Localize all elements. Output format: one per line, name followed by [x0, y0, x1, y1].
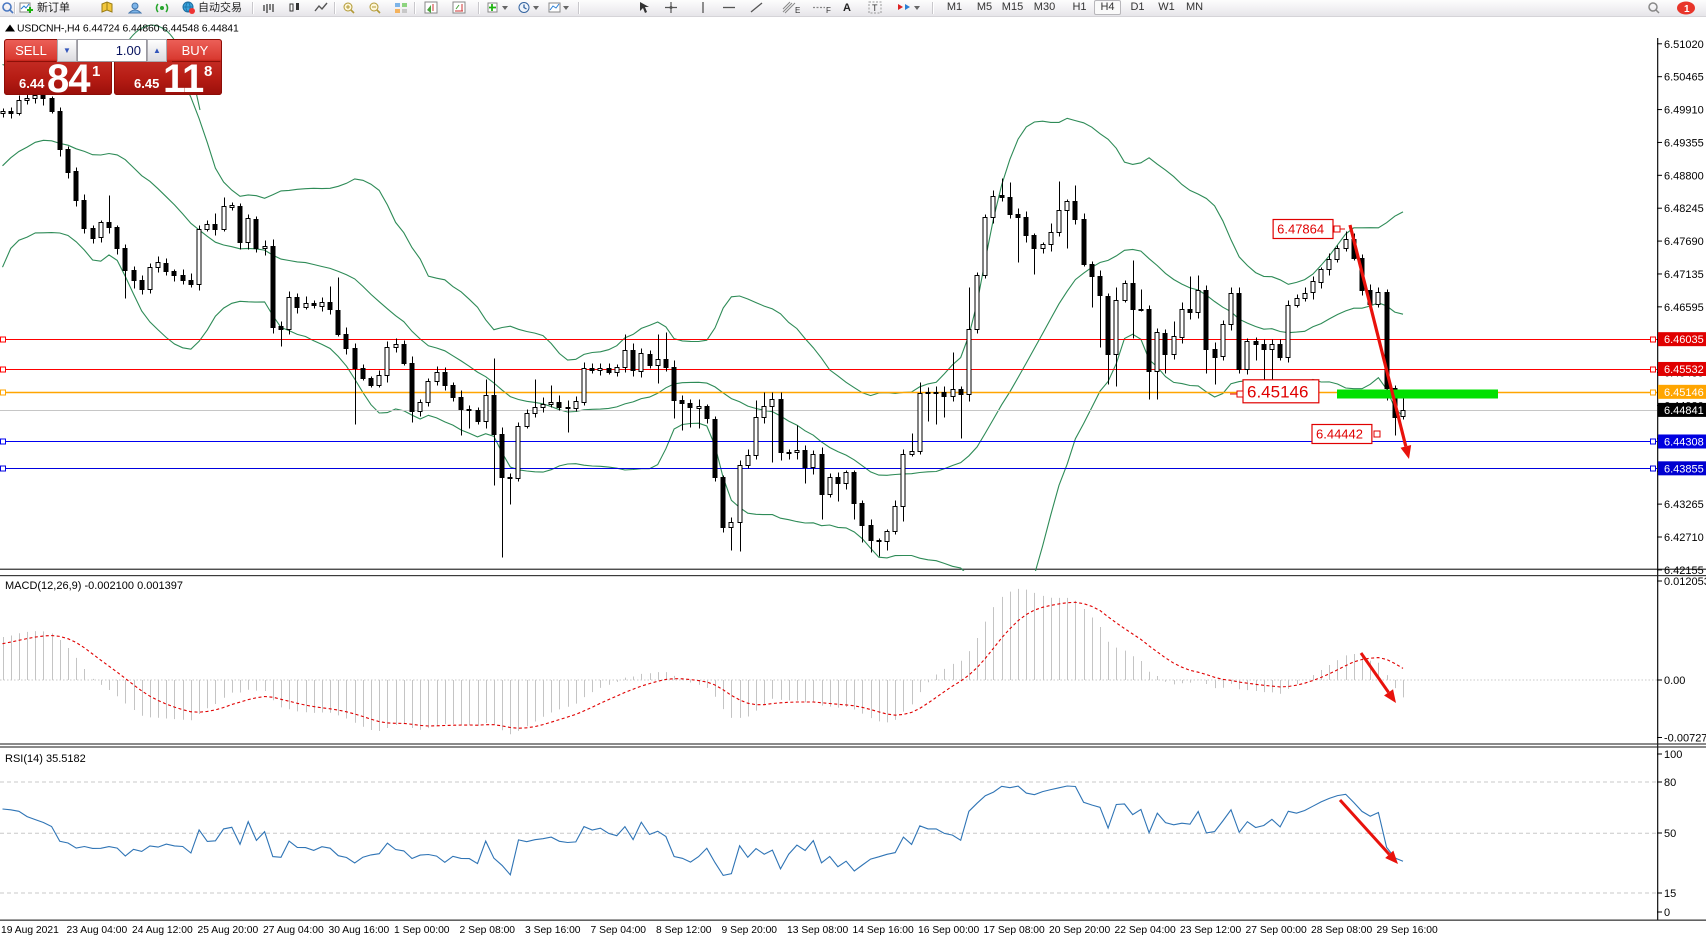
svg-text:USDCNH-,H4 6.44724 6.44860 6.: USDCNH-,H4 6.44724 6.44860 6.44548 6.448… [17, 24, 239, 35]
svg-text:23 Aug 04:00: 23 Aug 04:00 [67, 925, 128, 936]
svg-text:6.46595: 6.46595 [1664, 302, 1704, 314]
svg-text:13 Sep 08:00: 13 Sep 08:00 [787, 925, 849, 936]
svg-text:50: 50 [1664, 828, 1676, 840]
svg-text:MACD(12,26,9) -0.002100 0.0013: MACD(12,26,9) -0.002100 0.001397 [5, 580, 183, 592]
svg-text:9 Sep 20:00: 9 Sep 20:00 [722, 925, 778, 936]
svg-text:6.45532: 6.45532 [1664, 364, 1704, 376]
svg-text:6.47864: 6.47864 [1277, 222, 1324, 237]
svg-text:RSI(14) 35.5182: RSI(14) 35.5182 [5, 753, 86, 765]
svg-text:6.42710: 6.42710 [1664, 532, 1704, 544]
svg-text:6.44841: 6.44841 [1664, 405, 1704, 417]
svg-text:80: 80 [1664, 777, 1676, 789]
svg-text:0.012053: 0.012053 [1664, 576, 1706, 588]
svg-text:27 Sep 00:00: 27 Sep 00:00 [1246, 925, 1308, 936]
svg-text:28 Sep 08:00: 28 Sep 08:00 [1311, 925, 1373, 936]
svg-text:23 Sep 12:00: 23 Sep 12:00 [1180, 925, 1242, 936]
svg-text:8 Sep 12:00: 8 Sep 12:00 [656, 925, 712, 936]
svg-text:6.45146: 6.45146 [1664, 387, 1704, 399]
svg-text:1: 1 [1684, 4, 1690, 15]
svg-text:17 Sep 08:00: 17 Sep 08:00 [984, 925, 1046, 936]
svg-text:-0.007272: -0.007272 [1664, 733, 1706, 745]
svg-text:1 Sep 00:00: 1 Sep 00:00 [394, 925, 450, 936]
svg-text:3 Sep 16:00: 3 Sep 16:00 [525, 925, 581, 936]
svg-text:20 Sep 20:00: 20 Sep 20:00 [1049, 925, 1111, 936]
svg-text:6.43855: 6.43855 [1664, 463, 1704, 475]
svg-text:16 Sep 00:00: 16 Sep 00:00 [918, 925, 980, 936]
svg-text:E: E [795, 6, 800, 14]
svg-text:6.46035: 6.46035 [1664, 334, 1704, 346]
svg-text:6.48800: 6.48800 [1664, 170, 1704, 182]
svg-text:19 Aug 2021: 19 Aug 2021 [1, 925, 59, 936]
svg-text:6.51020: 6.51020 [1664, 39, 1704, 51]
svg-text:22 Sep 04:00: 22 Sep 04:00 [1115, 925, 1177, 936]
svg-text:6.45146: 6.45146 [1247, 382, 1308, 401]
svg-text:14 Sep 16:00: 14 Sep 16:00 [853, 925, 915, 936]
svg-text:6.49355: 6.49355 [1664, 137, 1704, 149]
svg-text:6.48245: 6.48245 [1664, 203, 1704, 215]
svg-text:100: 100 [1664, 749, 1682, 761]
svg-text:6.43265: 6.43265 [1664, 499, 1704, 511]
svg-text:30 Aug 16:00: 30 Aug 16:00 [329, 925, 390, 936]
svg-text:0.00: 0.00 [1664, 675, 1685, 687]
svg-text:6.47690: 6.47690 [1664, 236, 1704, 248]
svg-text:2 Sep 08:00: 2 Sep 08:00 [460, 925, 516, 936]
svg-text:6.47135: 6.47135 [1664, 269, 1704, 281]
svg-text:6.50465: 6.50465 [1664, 72, 1704, 84]
svg-text:0: 0 [1664, 907, 1670, 919]
svg-text:F: F [826, 6, 831, 14]
svg-text:6.49910: 6.49910 [1664, 105, 1704, 117]
svg-text:6.42155: 6.42155 [1664, 565, 1704, 577]
svg-text:29 Sep 16:00: 29 Sep 16:00 [1377, 925, 1439, 936]
svg-text:7 Sep 04:00: 7 Sep 04:00 [591, 925, 647, 936]
svg-text:15: 15 [1664, 888, 1676, 900]
svg-text:6.44308: 6.44308 [1664, 436, 1704, 448]
svg-text:25 Aug 20:00: 25 Aug 20:00 [198, 925, 259, 936]
svg-text:T: T [872, 3, 878, 13]
svg-text:6.44442: 6.44442 [1316, 427, 1363, 442]
svg-text:27 Aug 04:00: 27 Aug 04:00 [263, 925, 324, 936]
svg-text:24 Aug 12:00: 24 Aug 12:00 [132, 925, 193, 936]
